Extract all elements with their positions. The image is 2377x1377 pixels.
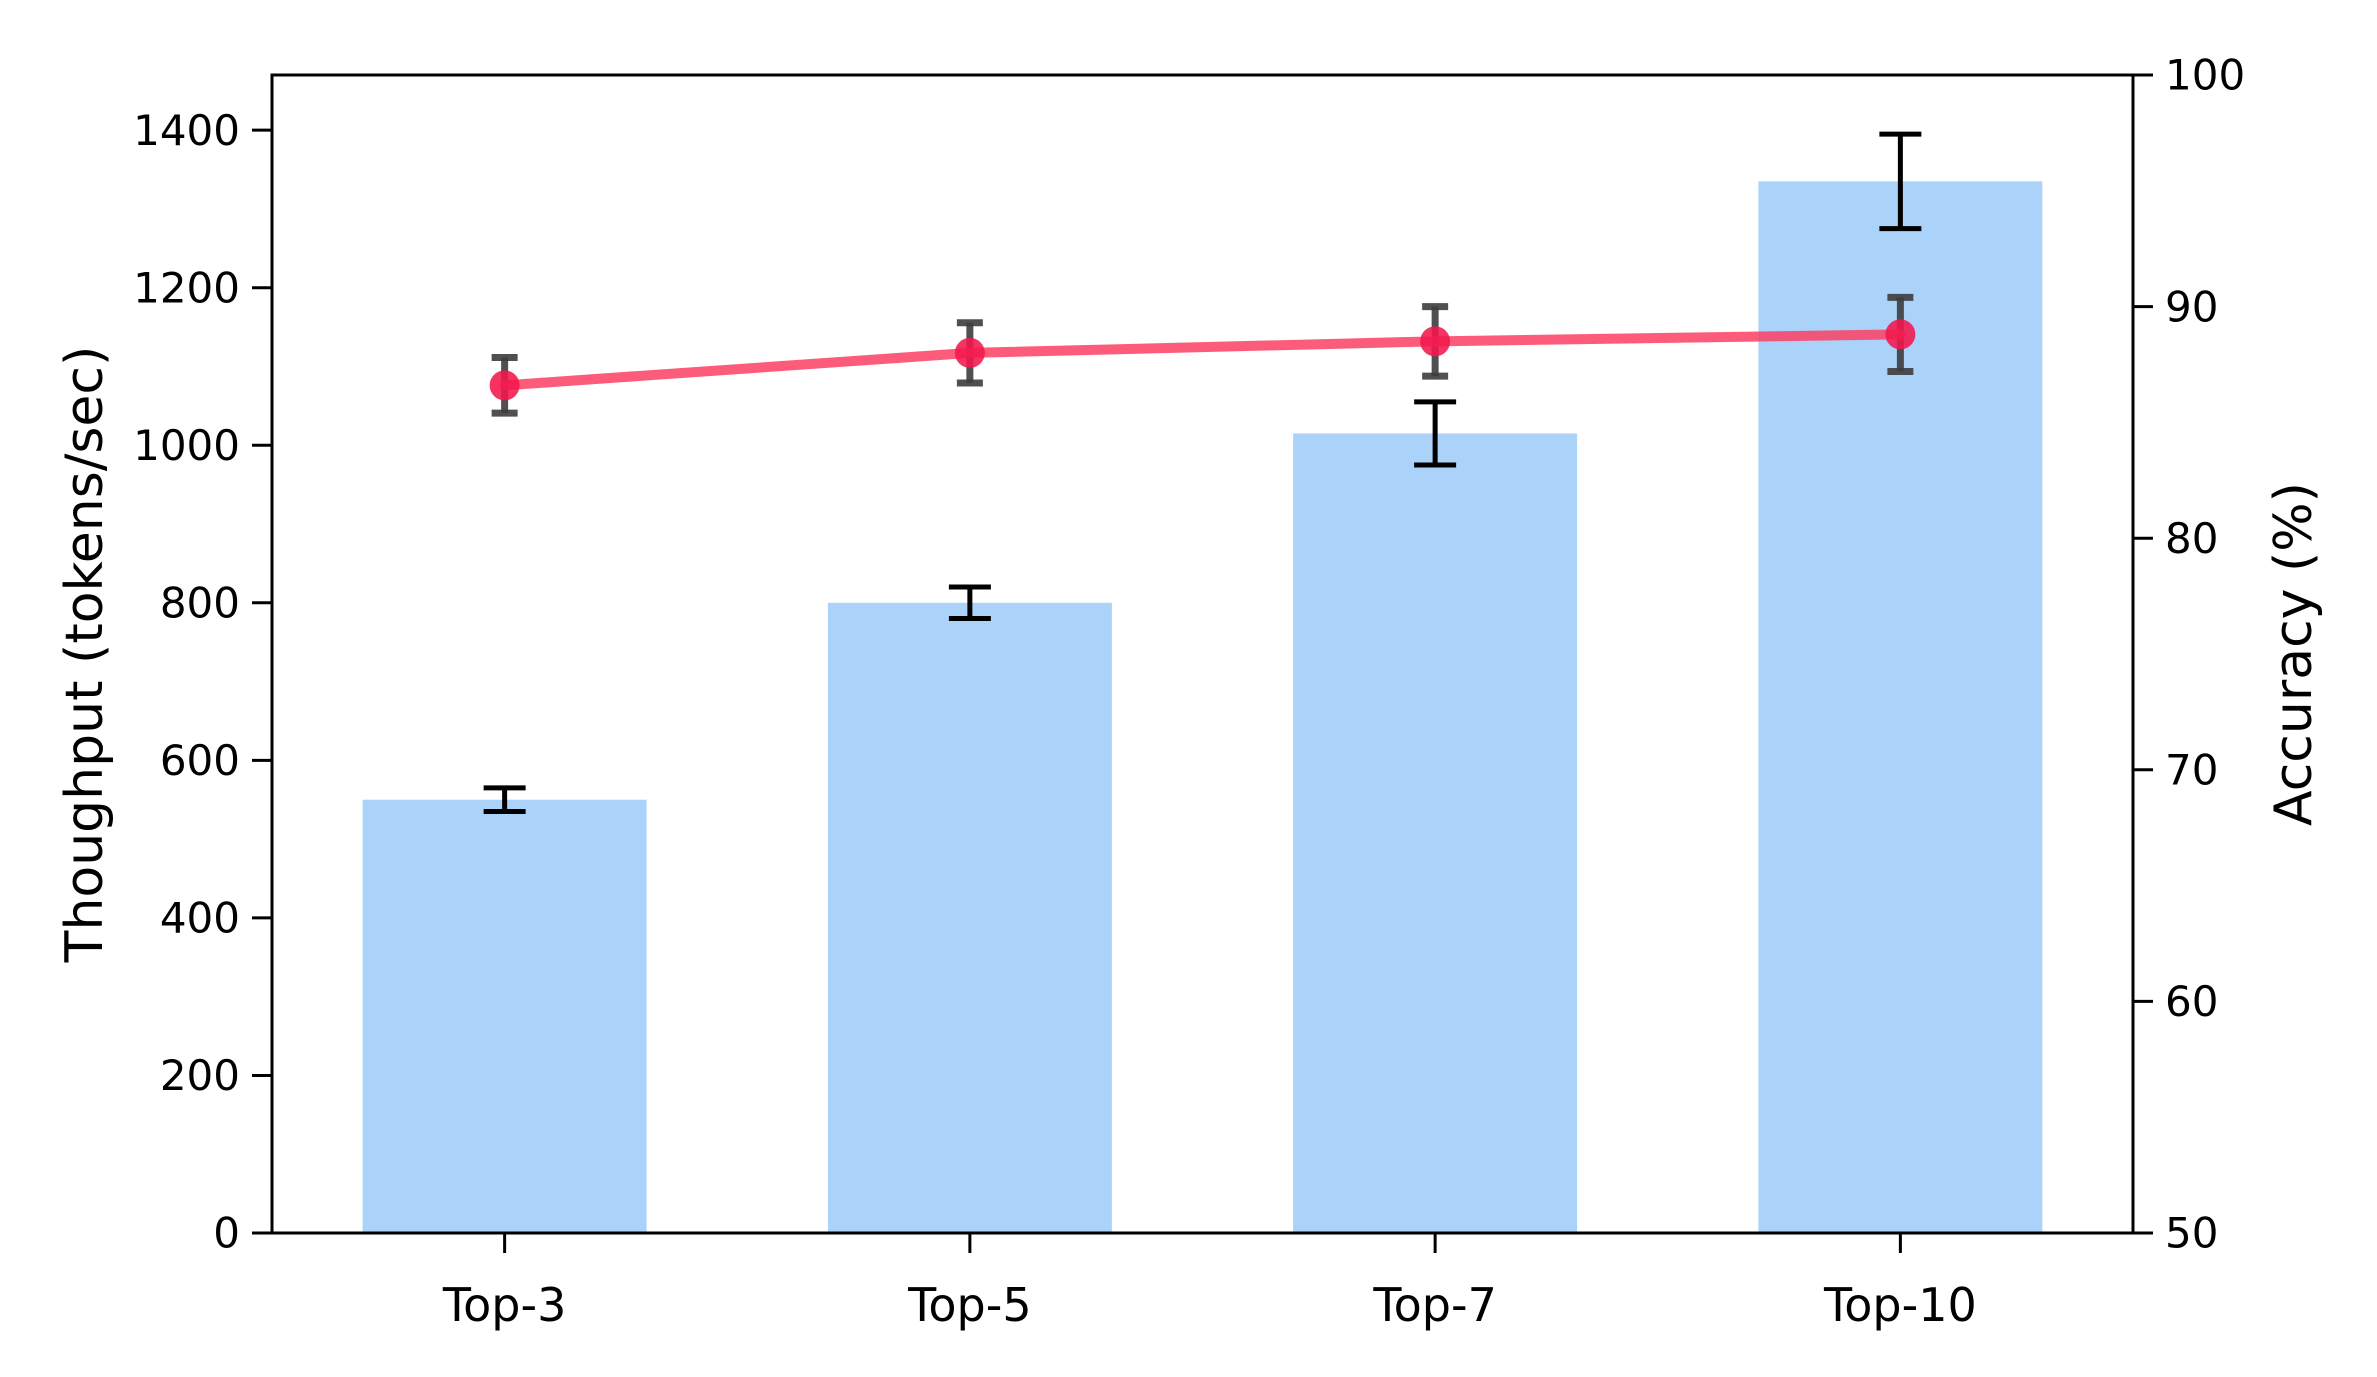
accuracy-marker-top-10 xyxy=(1885,319,1916,350)
accuracy-line xyxy=(499,329,1906,391)
right-axis-tick-label: 70 xyxy=(2165,746,2218,795)
plot-frame xyxy=(270,73,2135,1235)
left-axis-tick-label: 0 xyxy=(213,1209,240,1258)
right-axis-tick-label: 90 xyxy=(2165,282,2218,331)
right-axis-tick-label: 80 xyxy=(2165,514,2218,563)
accuracy-marker-top-5 xyxy=(954,337,985,368)
left-axis-tick-label: 1200 xyxy=(133,263,240,312)
bar-top-5 xyxy=(827,602,1112,1233)
bar-errorbar-top-5 xyxy=(948,584,991,622)
right-axis-title: Accuracy (%) xyxy=(2264,482,2324,826)
accuracy-marker-top-7 xyxy=(1420,326,1451,357)
accuracy-marker-top-3 xyxy=(489,370,520,401)
bar-errorbar-top-7 xyxy=(1414,399,1457,468)
right-axis-tick-label: 100 xyxy=(2165,51,2245,100)
right-axis-tick-label: 50 xyxy=(2165,1209,2218,1258)
left-axis-title: Thoughput (tokens/sec) xyxy=(55,346,115,964)
x-tick-label-top-10: Top-10 xyxy=(1823,1278,1977,1332)
x-tick-label-top-5: Top-5 xyxy=(907,1278,1032,1332)
bar-errorbar-top-10 xyxy=(1879,131,1922,232)
left-axis-tick-label: 800 xyxy=(160,578,240,627)
left-axis-tick-label: 200 xyxy=(160,1051,240,1100)
bar-top-3 xyxy=(362,799,647,1233)
left-axis-tick-label: 1400 xyxy=(133,106,240,155)
axes-layer: 0 200 400 600 800 1000 1200 1400 50 60 70 80 90 100 To… xyxy=(133,51,2245,1332)
right-axis-tick-label: 60 xyxy=(2165,977,2218,1026)
left-axis-tick-label: 600 xyxy=(160,736,240,785)
x-tick-label-top-7: Top-7 xyxy=(1372,1278,1497,1332)
left-axis-tick-label: 400 xyxy=(160,894,240,943)
accuracy-markers-layer xyxy=(489,319,1916,401)
accuracy-line-layer xyxy=(499,329,1906,391)
x-tick-label-top-3: Top-3 xyxy=(442,1278,567,1332)
bar-top-7 xyxy=(1293,433,1578,1233)
bar-errorbar-top-3 xyxy=(483,785,526,815)
line-errorbars-layer xyxy=(491,293,1914,417)
left-axis-tick-label: 1000 xyxy=(133,421,240,470)
bar-errorbars-layer xyxy=(483,131,1922,815)
